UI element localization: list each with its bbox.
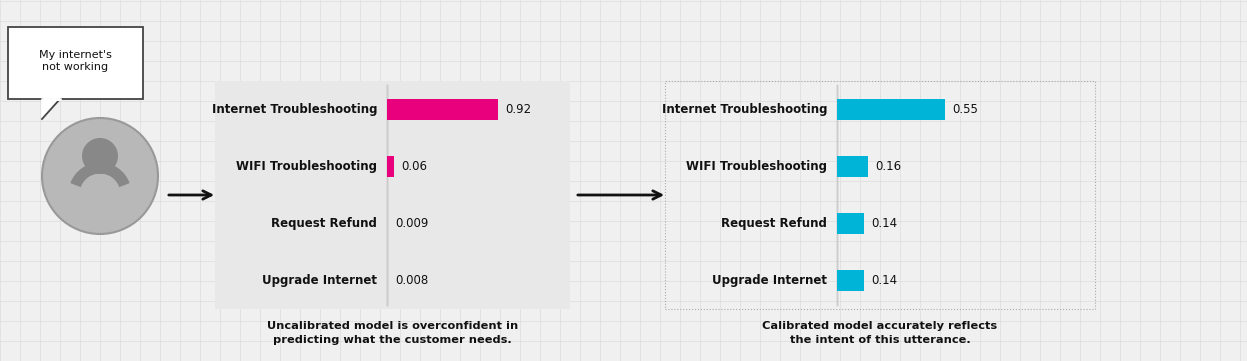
Text: 0.16: 0.16	[875, 160, 902, 173]
Text: 0.55: 0.55	[951, 103, 978, 116]
FancyBboxPatch shape	[837, 213, 864, 234]
Text: Upgrade Internet: Upgrade Internet	[262, 274, 377, 287]
Text: 0.14: 0.14	[872, 274, 898, 287]
Text: WIFI Troubleshooting: WIFI Troubleshooting	[686, 160, 827, 173]
FancyBboxPatch shape	[387, 99, 499, 120]
Text: Request Refund: Request Refund	[271, 217, 377, 230]
Text: My internet's
not working: My internet's not working	[39, 50, 112, 72]
Text: 0.14: 0.14	[872, 217, 898, 230]
FancyBboxPatch shape	[837, 156, 868, 177]
Text: 0.008: 0.008	[395, 274, 428, 287]
Text: Calibrated model accurately reflects
the intent of this utterance.: Calibrated model accurately reflects the…	[762, 321, 998, 345]
Text: Uncalibrated model is overconfident in
predicting what the customer needs.: Uncalibrated model is overconfident in p…	[267, 321, 518, 345]
Text: Upgrade Internet: Upgrade Internet	[712, 274, 827, 287]
Text: 0.92: 0.92	[505, 103, 531, 116]
FancyBboxPatch shape	[387, 156, 394, 177]
FancyBboxPatch shape	[837, 99, 945, 120]
FancyBboxPatch shape	[214, 81, 570, 309]
Text: 0.009: 0.009	[395, 217, 429, 230]
Text: Internet Troubleshooting: Internet Troubleshooting	[212, 103, 377, 116]
Text: 0.06: 0.06	[402, 160, 428, 173]
FancyBboxPatch shape	[837, 270, 864, 291]
Text: Request Refund: Request Refund	[721, 217, 827, 230]
FancyBboxPatch shape	[7, 27, 143, 99]
Circle shape	[82, 138, 118, 174]
Text: WIFI Troubleshooting: WIFI Troubleshooting	[236, 160, 377, 173]
Polygon shape	[42, 99, 60, 119]
Bar	[665, 81, 1095, 309]
Circle shape	[42, 118, 158, 234]
Text: Internet Troubleshooting: Internet Troubleshooting	[661, 103, 827, 116]
